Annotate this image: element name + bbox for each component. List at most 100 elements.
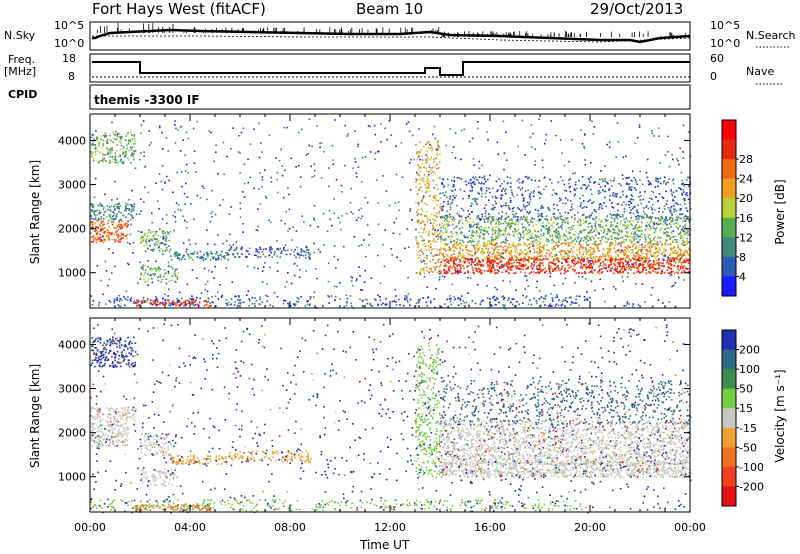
- scatter-cell: [609, 259, 612, 262]
- scatter-cell: [623, 201, 625, 204]
- scatter-cell: [612, 206, 615, 209]
- scatter-cell: [647, 271, 650, 273]
- scatter-cell: [432, 199, 435, 202]
- scatter-cell: [544, 255, 547, 257]
- scatter-cell: [624, 252, 626, 255]
- scatter-cell: [238, 296, 240, 298]
- scatter-cell: [556, 204, 559, 206]
- scatter-cell: [491, 216, 493, 219]
- scatter-cell: [679, 187, 682, 189]
- scatter-cell: [112, 220, 115, 223]
- scatter-cell: [439, 197, 442, 200]
- scatter-cell: [451, 215, 454, 217]
- scatter-cell: [538, 220, 540, 223]
- scatter-cell: [308, 254, 311, 256]
- scatter-cell: [127, 220, 129, 223]
- scatter-cell: [460, 216, 463, 219]
- scatter-cell: [583, 206, 586, 208]
- scatter-cell: [453, 196, 456, 199]
- scatter-cell: [655, 251, 658, 253]
- scatter-cell: [679, 203, 682, 206]
- scatter-cell: [449, 295, 451, 297]
- scatter-cell: [676, 219, 678, 222]
- scatter-cell: [522, 294, 524, 297]
- scatter-cell: [153, 243, 156, 245]
- scatter-cell: [407, 277, 409, 279]
- scatter-cell: [685, 267, 688, 270]
- scatter-cell: [488, 255, 491, 258]
- scatter-cell: [279, 247, 282, 250]
- scatter-cell: [118, 136, 121, 139]
- scatter-cell: [647, 180, 650, 182]
- scatter-cell: [504, 245, 507, 247]
- scatter-cell: [597, 260, 599, 263]
- scatter-cell: [540, 214, 542, 217]
- scatter-cell: [152, 235, 155, 238]
- scatter-cell: [453, 180, 456, 183]
- scatter-cell: [675, 271, 678, 273]
- scatter-cell: [424, 183, 427, 186]
- scatter-cell: [558, 200, 561, 202]
- scatter-cell: [484, 178, 486, 181]
- scatter-cell: [242, 222, 244, 225]
- scatter-cell: [586, 244, 588, 246]
- scatter-cell: [163, 230, 165, 232]
- scatter-cell: [145, 244, 148, 246]
- scatter-cell: [426, 161, 428, 163]
- scatter-cell: [598, 192, 600, 195]
- scatter-cell: [96, 232, 99, 235]
- scatter-cell: [598, 231, 600, 234]
- scatter-cell: [651, 264, 654, 266]
- scatter-cell: [473, 272, 475, 274]
- scatter-cell: [421, 200, 423, 203]
- scatter-cell: [642, 198, 645, 201]
- scatter-cell: [686, 192, 688, 194]
- scatter-cell: [655, 179, 657, 181]
- scatter-cell: [206, 256, 209, 258]
- scatter-cell: [516, 265, 519, 268]
- scatter-cell: [661, 272, 663, 274]
- scatter-cell: [524, 263, 527, 266]
- scatter-cell: [519, 210, 522, 212]
- scatter-cell: [621, 276, 624, 278]
- scatter-cell: [426, 255, 428, 257]
- scatter-cell: [686, 241, 689, 244]
- scatter-cell: [466, 265, 468, 268]
- scatter-cell: [515, 305, 517, 307]
- scatter-cell: [159, 274, 162, 277]
- scatter-cell: [481, 192, 483, 195]
- scatter-cell: [667, 235, 670, 237]
- scatter-cell: [565, 218, 568, 220]
- scatter-cell: [126, 225, 128, 228]
- scatter-cell: [168, 265, 170, 267]
- scatter-cell: [446, 254, 449, 257]
- scatter-cell: [479, 219, 482, 221]
- scatter-cell: [609, 195, 611, 197]
- scatter-cell: [425, 143, 427, 146]
- scatter-cell: [470, 254, 472, 257]
- scatter-cell: [611, 185, 613, 187]
- scatter-cell: [119, 148, 122, 151]
- scatter-cell: [432, 179, 435, 182]
- scatter-cell: [658, 261, 661, 264]
- scatter-cell: [118, 206, 120, 209]
- scatter-cell: [98, 212, 100, 214]
- scatter-cell: [191, 298, 193, 300]
- scatter-cell: [179, 304, 181, 306]
- scatter-cell: [614, 266, 617, 269]
- scatter-cell: [666, 234, 668, 236]
- scatter-cell: [461, 222, 464, 224]
- scatter-cell: [509, 268, 512, 271]
- scatter-cell: [274, 251, 276, 253]
- scatter-cell: [627, 232, 629, 235]
- scatter-cell: [610, 216, 613, 219]
- scatter-cell: [91, 227, 93, 229]
- scatter-cell: [664, 255, 667, 257]
- scatter-cell: [649, 242, 651, 245]
- scatter-cell: [546, 258, 549, 260]
- scatter-cell: [663, 205, 666, 208]
- scatter-cell: [418, 128, 420, 130]
- scatter-cell: [512, 222, 514, 225]
- scatter-cell: [522, 180, 524, 183]
- scatter-cell: [688, 218, 690, 221]
